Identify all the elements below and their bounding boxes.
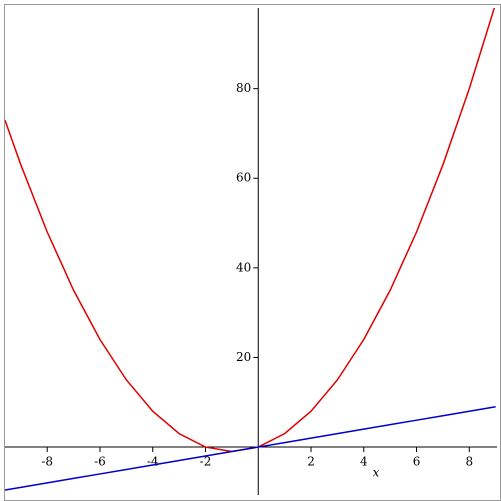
x-tick-label: 8	[465, 455, 473, 469]
y-tick-label: 60	[236, 171, 251, 185]
y-tick-label: 40	[236, 260, 251, 274]
x-tick-label: 2	[307, 455, 315, 469]
curve	[5, 8, 496, 453]
y-tick-label: 20	[236, 350, 251, 364]
y-tick-label: 80	[236, 81, 251, 95]
x-axis-label: x	[373, 466, 380, 480]
x-tick-label: -4	[147, 455, 159, 469]
x-tick-label: -6	[94, 455, 106, 469]
curve	[5, 406, 496, 491]
x-tick-label: -8	[41, 455, 53, 469]
x-tick-label: 4	[360, 455, 368, 469]
frame	[4, 4, 501, 501]
x-tick-label: 6	[413, 455, 421, 469]
x-tick-label: -2	[200, 455, 212, 469]
